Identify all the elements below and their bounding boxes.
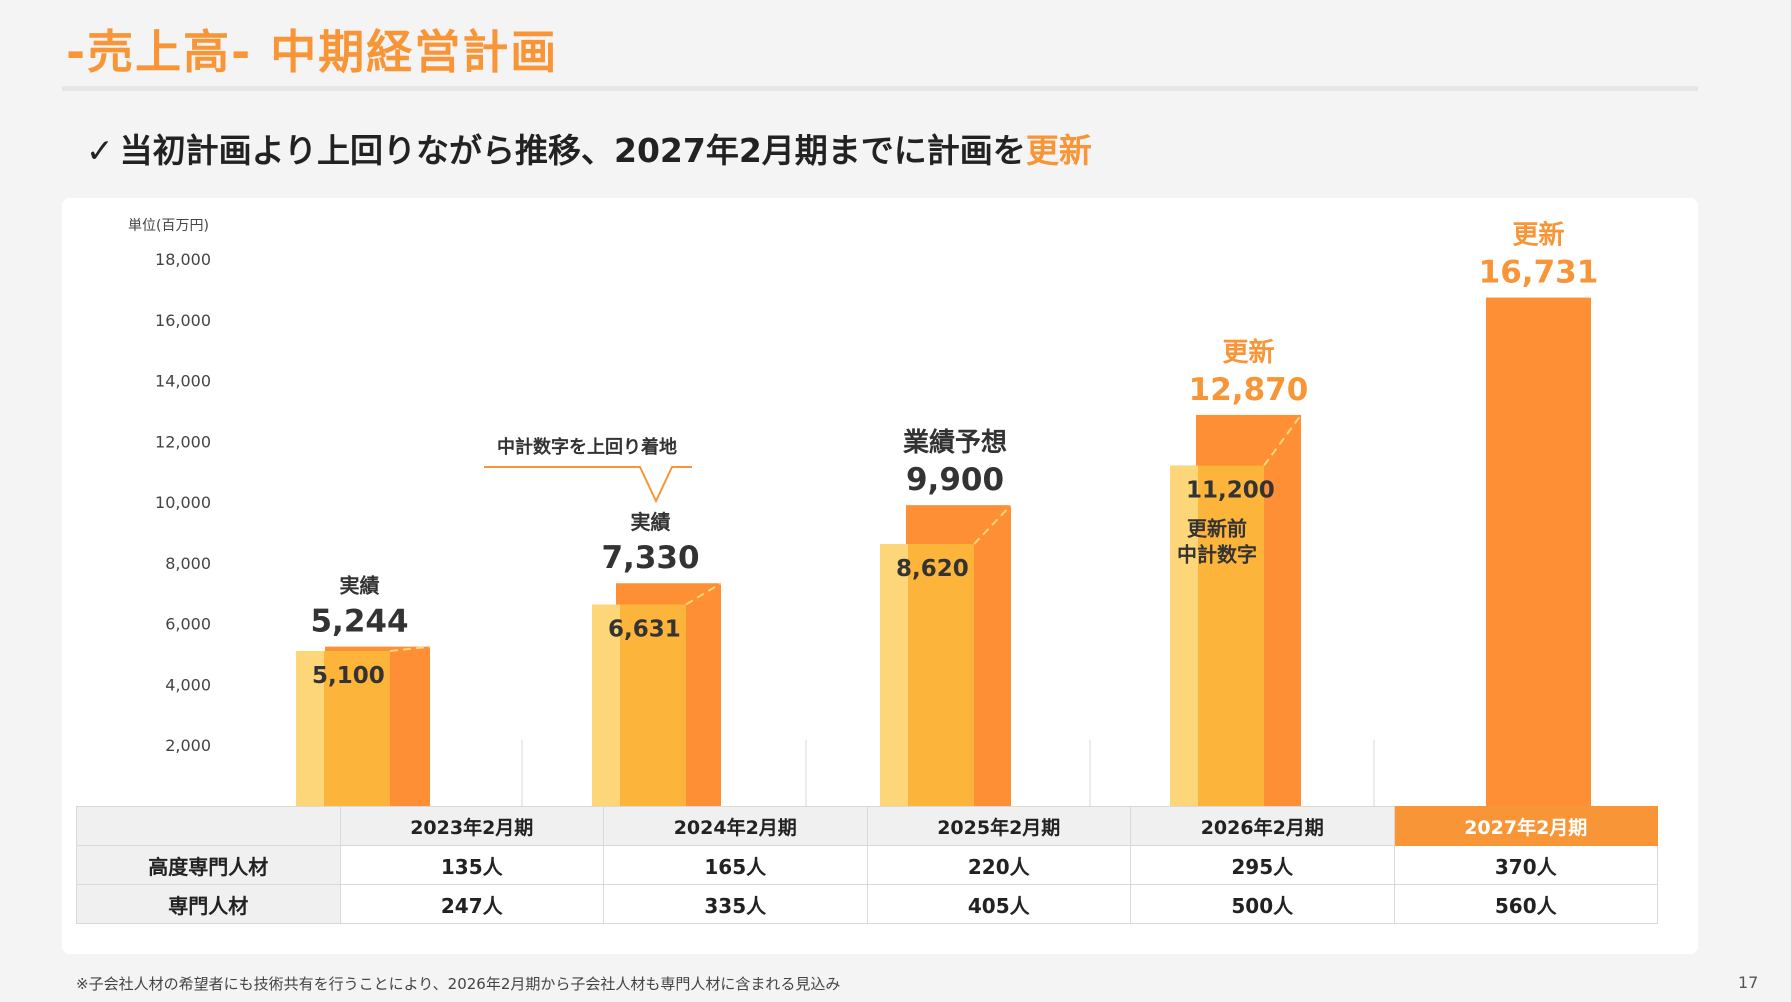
- uplift-line: [973, 504, 1012, 545]
- actual-value-label: 9,900: [906, 462, 1004, 498]
- plan-value-label: 6,631: [608, 616, 681, 642]
- callout-pointer: [484, 466, 692, 504]
- y-tick-label: 2,000: [165, 736, 211, 755]
- page-title: -売上高- 中期経営計画: [66, 25, 559, 79]
- plan-value-label: 8,620: [896, 556, 969, 582]
- uplift-line: [1263, 414, 1302, 467]
- table-cell: 405人: [866, 884, 1131, 924]
- bar-tag-label: 実績: [340, 574, 380, 598]
- actual-value-label: 5,244: [310, 604, 408, 640]
- y-tick-label: 8,000: [165, 554, 211, 573]
- y-tick-label: 6,000: [165, 615, 211, 634]
- table-corner-cell: [76, 806, 341, 846]
- row-label: 専門人材: [76, 884, 341, 924]
- bar-tag-label: 更新: [1512, 220, 1564, 251]
- table-header-cell: 2023年2月期: [339, 806, 604, 846]
- row-label: 高度専門人材: [76, 845, 341, 885]
- footnote: ※子会社人材の希望者にも技術共有を行うことにより、2026年2月期から子会社人材…: [76, 975, 841, 993]
- plan-bar-highlight: [296, 651, 324, 806]
- actual-value-label: 16,731: [1479, 255, 1599, 291]
- y-tick-label: 18,000: [155, 250, 211, 269]
- plan-note-line1: 更新前: [1187, 517, 1247, 541]
- actual-value-label: 12,870: [1189, 372, 1309, 408]
- bar-tag-label: 実績: [631, 510, 671, 534]
- y-tick-label: 12,000: [155, 432, 211, 451]
- uplift-line: [389, 645, 431, 653]
- plan-value-label: 5,100: [312, 663, 385, 689]
- table-cell: 500人: [1130, 884, 1395, 924]
- title-divider: [62, 86, 1698, 91]
- y-tick-label: 4,000: [165, 675, 211, 694]
- table-cell: 135人: [339, 845, 604, 885]
- plan-bar-highlight: [880, 544, 908, 806]
- headline-text: 当初計画より上回りながら推移、2027年2月期までに計画を: [119, 131, 1026, 170]
- table-cell: 247人: [339, 884, 604, 924]
- table-cell: 370人: [1393, 845, 1658, 885]
- y-tick-label: 10,000: [155, 493, 211, 512]
- table-row: 高度専門人材 135人 165人 220人 295人 370人: [76, 845, 1658, 885]
- check-icon: ✓: [86, 131, 114, 170]
- plan-bar-highlight: [592, 604, 620, 806]
- table-header-cell: 2026年2月期: [1130, 806, 1395, 846]
- unit-label: 単位(百万円): [128, 218, 209, 234]
- actual-value-label: 7,330: [601, 540, 699, 576]
- talent-table: 2023年2月期 2024年2月期 2025年2月期 2026年2月期 2027…: [76, 806, 1658, 924]
- table-header-row: 2023年2月期 2024年2月期 2025年2月期 2026年2月期 2027…: [76, 806, 1658, 846]
- table-cell: 295人: [1130, 845, 1395, 885]
- table-cell: 560人: [1393, 884, 1658, 924]
- callout-text: 中計数字を上回り着地: [497, 436, 677, 458]
- table-header-cell: 2024年2月期: [603, 806, 868, 846]
- plan-bar-highlight: [1170, 465, 1198, 806]
- y-tick-label: 16,000: [155, 311, 211, 330]
- plan-value-label: 11,200: [1186, 478, 1275, 504]
- headline: ✓ 当初計画より上回りながら推移、2027年2月期までに計画を更新: [86, 124, 1092, 172]
- uplift-line: [685, 582, 722, 606]
- plan-note-line2: 中計数字: [1177, 543, 1257, 567]
- bar-tag-label: 業績予想: [903, 428, 1007, 458]
- table-header-cell: 2025年2月期: [866, 806, 1131, 846]
- table-cell: 165人: [603, 845, 868, 885]
- headline-accent: 更新: [1025, 131, 1092, 170]
- actual-bar: [1486, 297, 1591, 806]
- page-number: 17: [1738, 973, 1759, 992]
- table-cell: 220人: [866, 845, 1131, 885]
- table-row: 専門人材 247人 335人 405人 500人 560人: [76, 884, 1658, 924]
- table-header-cell-highlight: 2027年2月期: [1393, 806, 1658, 846]
- table-cell: 335人: [603, 884, 868, 924]
- y-tick-label: 14,000: [155, 372, 211, 391]
- bar-tag-label: 更新: [1222, 337, 1274, 368]
